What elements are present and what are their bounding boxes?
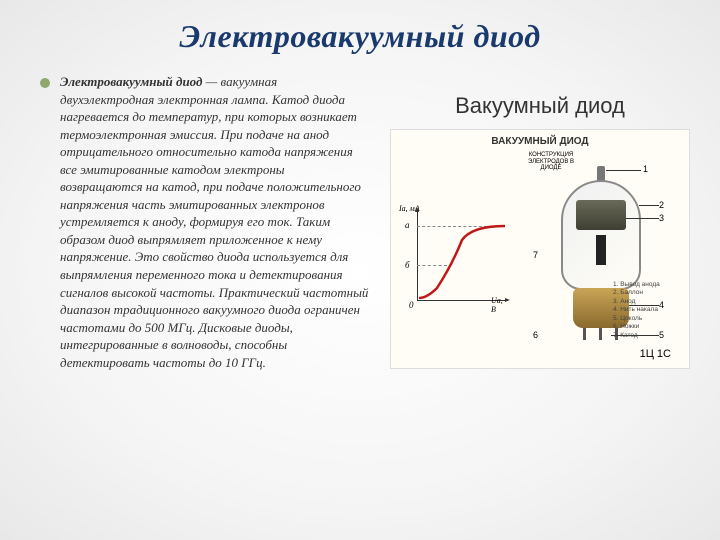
callout-3: 3 — [659, 213, 664, 223]
callout-2: 2 — [659, 200, 664, 210]
legend-item: 3. Анод — [613, 298, 683, 306]
content-area: Электровакуумный диод — вакуумная двухэл… — [0, 63, 720, 371]
cathode-rod — [596, 235, 606, 265]
legend-item: 6. Ножки — [613, 323, 683, 331]
legend-item: 1. Вывод анода — [613, 281, 683, 289]
body-rest: — вакуумная двухэлектродная электронная … — [60, 74, 368, 370]
mark-a: а — [405, 220, 410, 230]
mark-b: б — [405, 260, 410, 270]
y-axis-label: Ia, мA — [399, 204, 420, 213]
legend-list: 1. Вывод анода 2. Баллон 3. Анод 4. Нить… — [613, 281, 683, 340]
legend-item: 5. Цоколь — [613, 315, 683, 323]
callout-1: 1 — [643, 164, 648, 174]
origin-label: 0 — [409, 300, 414, 310]
bullet-row: Электровакуумный диод — вакуумная двухэл… — [40, 73, 370, 371]
iv-chart: Ia, мA Ua, B а б 0 — [399, 210, 509, 310]
callout-6: 6 — [533, 330, 538, 340]
legend-item: 4. Нить накала — [613, 306, 683, 314]
pin-icon — [583, 328, 586, 340]
bullet-icon — [40, 78, 50, 88]
slide-title: Электровакуумный диод — [0, 0, 720, 63]
tube-model: 1Ц 1С — [640, 348, 671, 360]
pin-icon — [599, 328, 602, 340]
lead-line — [639, 205, 659, 206]
x-axis-label: Ua, B — [491, 296, 509, 314]
legend-item: 2. Баллон — [613, 289, 683, 297]
legend-item: 7. Катод — [613, 332, 683, 340]
anode-plate — [576, 200, 626, 230]
figure-box: ВАКУУМНЫЙ ДИОД КОНСТРУКЦИЯ ЭЛЕКТРОДОВ В … — [390, 129, 690, 369]
callout-7: 7 — [533, 250, 538, 260]
body-paragraph: Электровакуумный диод — вакуумная двухэл… — [60, 73, 370, 371]
figure-caption: ВАКУУМНЫЙ ДИОД — [397, 136, 683, 147]
lead-line — [626, 218, 659, 219]
term-bold: Электровакуумный диод — [60, 74, 202, 89]
figure-column: Вакуумный диод ВАКУУМНЫЙ ДИОД КОНСТРУКЦИ… — [380, 73, 700, 371]
lead-line — [606, 170, 641, 171]
iv-curve — [417, 210, 507, 300]
text-column: Электровакуумный диод — вакуумная двухэл… — [40, 73, 380, 371]
figure-subtitle: Вакуумный диод — [380, 93, 700, 119]
